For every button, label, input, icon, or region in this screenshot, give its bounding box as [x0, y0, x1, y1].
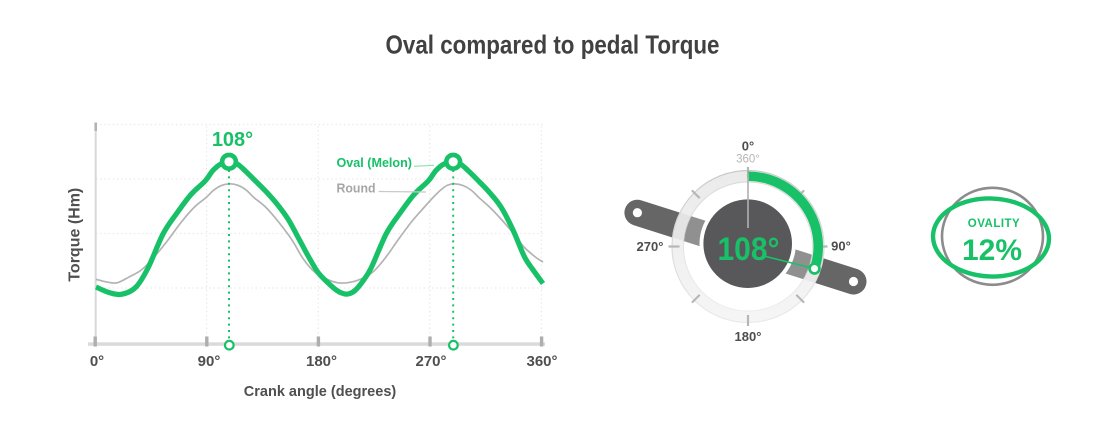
- svg-text:Oval (Melon): Oval (Melon): [337, 155, 413, 170]
- svg-text:270°: 270°: [637, 239, 664, 254]
- svg-text:12%: 12%: [962, 234, 1022, 267]
- svg-text:108°: 108°: [718, 231, 780, 267]
- svg-text:Oval compared to pedal Torque: Oval compared to pedal Torque: [386, 30, 720, 60]
- svg-text:360°: 360°: [526, 353, 557, 370]
- svg-text:180°: 180°: [735, 329, 762, 344]
- svg-text:Crank angle (degrees): Crank angle (degrees): [244, 383, 397, 400]
- svg-text:270°: 270°: [415, 353, 446, 370]
- svg-text:Round: Round: [337, 181, 376, 196]
- svg-text:180°: 180°: [306, 353, 337, 370]
- svg-text:0°: 0°: [742, 139, 754, 154]
- svg-text:Torque (Hm): Torque (Hm): [67, 188, 84, 282]
- svg-text:OVALITY: OVALITY: [968, 218, 1020, 230]
- svg-text:90°: 90°: [831, 239, 851, 254]
- svg-text:0°: 0°: [90, 353, 104, 370]
- svg-text:108°: 108°: [212, 129, 253, 151]
- svg-text:90°: 90°: [198, 353, 221, 370]
- svg-text:360°: 360°: [736, 154, 760, 166]
